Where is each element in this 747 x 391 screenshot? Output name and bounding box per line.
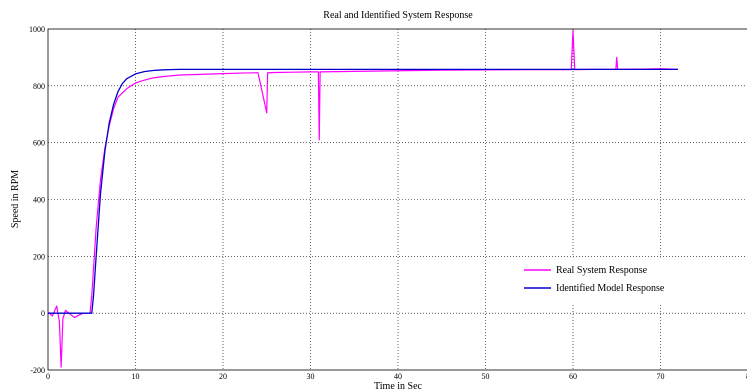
y-tick-label: 600	[33, 139, 45, 148]
y-tick-label: 200	[33, 252, 45, 261]
legend-label-model: Identified Model Response	[556, 283, 665, 294]
chart-title: Real and Identified System Response	[323, 10, 473, 21]
y-tick-label: 0	[41, 309, 45, 318]
y-tick-label: 1000	[29, 25, 45, 34]
y-tick-label: -200	[30, 366, 45, 375]
x-tick-label: 30	[307, 372, 315, 381]
y-axis-label: Speed in RPM	[10, 170, 21, 228]
x-tick-label: 40	[394, 372, 402, 381]
grid	[48, 29, 747, 370]
x-tick-label: 60	[569, 372, 577, 381]
legend-box	[515, 257, 695, 305]
x-tick-label: 10	[132, 372, 140, 381]
series-line-real-system-response	[47, 29, 679, 368]
y-tick-label: 800	[33, 82, 45, 91]
series-layer	[47, 29, 679, 368]
series-line-identified-model-response	[48, 68, 678, 314]
legend: Real System Response Identified Model Re…	[515, 257, 695, 305]
x-tick-label: 70	[657, 372, 665, 381]
x-tick-label: 0	[46, 372, 50, 381]
legend-label-real: Real System Response	[556, 265, 648, 276]
plot-area	[47, 28, 747, 371]
x-tick-label: 20	[219, 372, 227, 381]
y-tick-label: 400	[33, 196, 45, 205]
x-axis-label: Time in Sec	[374, 381, 423, 391]
x-tick-label: 50	[482, 372, 490, 381]
